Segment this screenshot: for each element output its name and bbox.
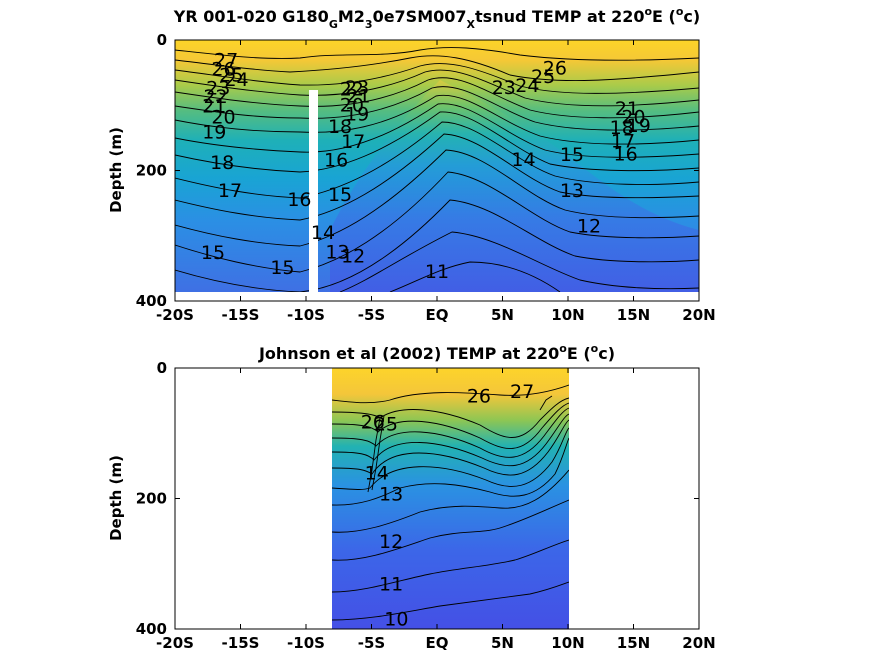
contour-label: 18 [610, 117, 634, 139]
contour-label: 16 [324, 149, 348, 171]
x-tick-label: -10S [287, 634, 325, 652]
contour-label: 14 [511, 149, 535, 171]
y-axis-label: Depth (m) [107, 127, 125, 213]
contour-label: 14 [365, 462, 389, 484]
contour-label: 19 [202, 121, 226, 143]
contour-lines [175, 47, 699, 292]
x-tick-label: 20N [682, 634, 715, 652]
contour-label: 17 [611, 130, 635, 152]
x-tick-label: -5S [358, 306, 385, 324]
x-tick-label: 5N [491, 634, 514, 652]
y-tick-label: 200 [136, 490, 167, 508]
contour-label: 26 [361, 412, 385, 434]
x-tick-label: 15N [617, 306, 650, 324]
contour-label: 26 [211, 59, 235, 81]
y-tick-label: 0 [157, 31, 167, 49]
equatorial-dome-field [330, 80, 699, 292]
x-axis: -20S -15S -10S -5S EQ 5N 10N 15N 20N [156, 368, 716, 652]
contour-label: 21 [615, 98, 639, 120]
contour-label: 24 [224, 69, 248, 91]
y-tick-label: 400 [136, 292, 167, 310]
panel-johnson-temp: Johnson et al (2002) TEMP at 220oE (oc) [107, 342, 716, 652]
contour-label: 16 [287, 189, 311, 211]
contour-label: 13 [379, 483, 403, 505]
contour-label: 16 [614, 144, 638, 166]
x-tick-label: EQ [426, 306, 449, 324]
contour-label: 22 [204, 86, 228, 108]
y-axis: 0 200 400 [136, 359, 699, 638]
panel-model-temp: YR 001-020 G180GM230e7SM007Xtsnud TEMP a… [107, 5, 716, 324]
contour-label: 19 [627, 115, 651, 137]
contour-label: 23 [206, 78, 230, 100]
data-gap [309, 90, 318, 292]
contour-label: 18 [210, 152, 234, 174]
x-axis: -20S -15S -10S -5S EQ 5N 10N 15N 20N [156, 40, 716, 324]
contour-label: 25 [374, 413, 398, 435]
contour-label: 24 [515, 75, 539, 97]
contour-label: 27 [510, 381, 534, 403]
contour-label: 21 [346, 85, 370, 107]
y-tick-label: 400 [136, 620, 167, 638]
contour-label: 18 [328, 116, 352, 138]
x-tick-label: -5S [358, 634, 385, 652]
contour-label: 11 [379, 573, 403, 595]
contour-label: 15 [270, 257, 294, 279]
contour-label: 25 [531, 66, 555, 88]
contour-label: 23 [345, 77, 369, 99]
x-tick-label: 20N [682, 306, 715, 324]
x-tick-label: 10N [551, 634, 584, 652]
x-tick-label: -15S [222, 634, 260, 652]
contour-label: 20 [340, 95, 364, 117]
contour-label: 12 [341, 245, 365, 267]
x-tick-label: 10N [551, 306, 584, 324]
contour-label: 15 [328, 184, 352, 206]
contour-label: 13 [560, 180, 584, 202]
contour-label: 22 [340, 78, 364, 100]
x-tick-label: -20S [156, 306, 194, 324]
x-tick-label: -20S [156, 634, 194, 652]
contour-label: 20 [211, 106, 235, 128]
contour-label: 20 [621, 106, 645, 128]
contour-lines [332, 384, 569, 621]
contour-label: 23 [492, 77, 516, 99]
contour-label: 12 [577, 215, 601, 237]
contour-label: 12 [379, 531, 403, 553]
x-tick-label: -15S [222, 306, 260, 324]
contour-label: 11 [425, 261, 449, 283]
y-tick-label: 0 [157, 359, 167, 377]
contour-label: 21 [202, 95, 226, 117]
y-axis-label: Depth (m) [107, 455, 125, 541]
x-tick-label: -10S [287, 306, 325, 324]
x-tick-label: EQ [426, 634, 449, 652]
contour-label: 26 [467, 385, 491, 407]
x-tick-label: 5N [491, 306, 514, 324]
panel-title: Johnson et al (2002) TEMP at 220oE (oc) [258, 342, 615, 363]
y-axis: 0 200 400 [136, 31, 699, 310]
contour-label: 10 [384, 609, 408, 631]
contour-label: 15 [560, 144, 584, 166]
contour-label: 13 [325, 241, 349, 263]
panel-title: YR 001-020 G180GM230e7SM007Xtsnud TEMP a… [173, 5, 700, 31]
contour-label: 27 [214, 50, 238, 72]
contour-label: 19 [345, 104, 369, 126]
x-tick-label: 15N [617, 634, 650, 652]
contour-label: 25 [219, 65, 243, 87]
temperature-field [332, 368, 569, 629]
contour-label: 17 [341, 131, 365, 153]
contour-label: 26 [543, 57, 567, 79]
contour-label: 17 [218, 180, 242, 202]
contour-label: 14 [311, 222, 335, 244]
y-tick-label: 200 [136, 162, 167, 180]
contour-label: 15 [201, 242, 225, 264]
